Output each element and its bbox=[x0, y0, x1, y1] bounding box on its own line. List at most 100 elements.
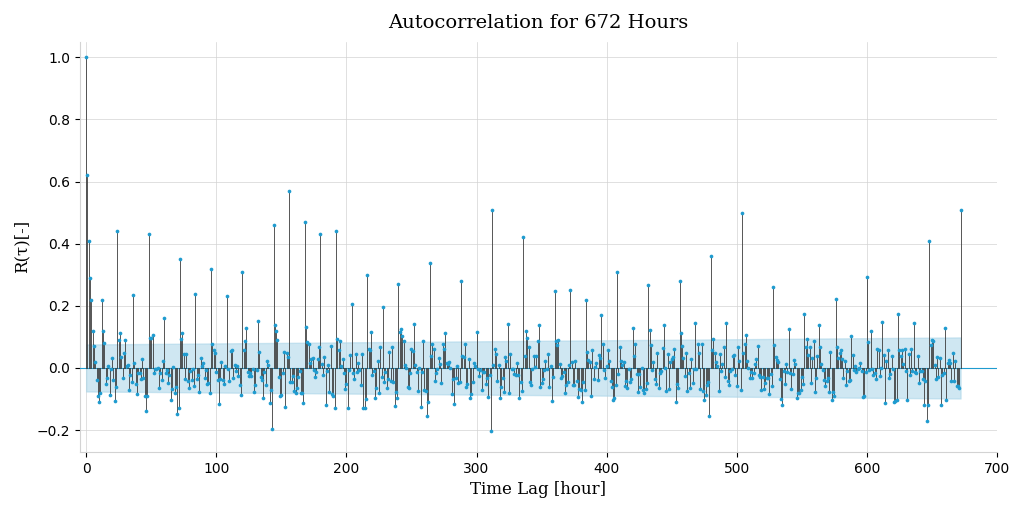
Point bbox=[188, 375, 205, 383]
Point bbox=[427, 377, 443, 385]
Point bbox=[136, 392, 153, 400]
Point bbox=[834, 355, 850, 363]
Point bbox=[655, 321, 672, 329]
Point bbox=[894, 346, 910, 354]
Point bbox=[768, 353, 784, 361]
Point bbox=[568, 377, 585, 386]
Point bbox=[382, 377, 398, 385]
Point bbox=[756, 385, 772, 393]
Point bbox=[648, 380, 665, 388]
Point bbox=[595, 340, 611, 348]
Point bbox=[548, 336, 564, 345]
Point bbox=[922, 237, 938, 245]
Point bbox=[898, 367, 914, 375]
Point bbox=[728, 382, 744, 390]
Point bbox=[179, 377, 196, 385]
Title: Autocorrelation for 672 Hours: Autocorrelation for 672 Hours bbox=[388, 14, 688, 32]
Point bbox=[402, 369, 419, 377]
Point bbox=[763, 370, 779, 378]
Point bbox=[178, 350, 195, 358]
Point bbox=[713, 367, 729, 375]
Point bbox=[174, 329, 190, 337]
Point bbox=[567, 357, 584, 365]
Point bbox=[907, 368, 924, 376]
Point bbox=[591, 351, 607, 359]
Point bbox=[811, 322, 827, 330]
Point bbox=[220, 365, 237, 373]
Point bbox=[367, 394, 383, 402]
Y-axis label: R(τ)[-]: R(τ)[-] bbox=[14, 220, 31, 273]
Point bbox=[433, 379, 450, 388]
Point bbox=[653, 367, 670, 375]
Point bbox=[279, 349, 295, 357]
Point bbox=[314, 371, 331, 379]
Point bbox=[572, 386, 589, 394]
Point bbox=[393, 325, 410, 333]
Point bbox=[122, 371, 138, 379]
Point bbox=[91, 398, 108, 406]
Point bbox=[346, 375, 362, 383]
Point bbox=[839, 367, 855, 375]
Point bbox=[496, 388, 512, 396]
Point bbox=[723, 366, 739, 374]
Point bbox=[93, 295, 110, 304]
Point bbox=[501, 389, 517, 397]
Point bbox=[418, 387, 434, 395]
Point bbox=[534, 379, 550, 388]
Point bbox=[442, 364, 459, 372]
Point bbox=[506, 370, 522, 378]
Point bbox=[915, 400, 932, 409]
Point bbox=[308, 368, 325, 376]
Point bbox=[322, 388, 338, 396]
Point bbox=[575, 377, 592, 386]
Point bbox=[150, 364, 166, 372]
Point bbox=[606, 394, 623, 402]
Point bbox=[871, 372, 888, 380]
Point bbox=[539, 365, 555, 373]
Point bbox=[645, 357, 662, 366]
Point bbox=[198, 366, 214, 374]
Point bbox=[201, 379, 217, 387]
Point bbox=[752, 373, 768, 381]
Point bbox=[115, 374, 131, 382]
Point bbox=[285, 371, 301, 379]
Point bbox=[399, 383, 416, 391]
Point bbox=[154, 376, 170, 385]
Point bbox=[124, 377, 140, 386]
Point bbox=[821, 388, 838, 396]
Point bbox=[612, 357, 629, 365]
Point bbox=[462, 394, 478, 402]
Point bbox=[528, 352, 545, 360]
Point bbox=[294, 389, 310, 397]
Point bbox=[499, 357, 515, 365]
Point bbox=[88, 376, 104, 385]
Point bbox=[889, 396, 905, 404]
Point bbox=[78, 53, 94, 61]
Point bbox=[96, 339, 113, 347]
Point bbox=[332, 336, 348, 345]
Point bbox=[342, 351, 358, 359]
Point bbox=[375, 303, 391, 311]
Point bbox=[601, 357, 617, 365]
Point bbox=[502, 350, 518, 358]
Point bbox=[110, 227, 126, 236]
Point bbox=[782, 369, 799, 377]
Point bbox=[711, 387, 727, 395]
Point bbox=[842, 375, 858, 383]
Point bbox=[646, 374, 663, 382]
Point bbox=[881, 374, 897, 382]
Point bbox=[189, 371, 206, 379]
Point bbox=[744, 374, 761, 382]
Point bbox=[812, 343, 828, 351]
Point bbox=[289, 385, 305, 393]
Point bbox=[482, 426, 499, 435]
Point bbox=[485, 361, 502, 369]
Point bbox=[290, 373, 306, 381]
Point bbox=[592, 354, 608, 362]
Point bbox=[256, 368, 272, 376]
Point bbox=[693, 340, 710, 348]
Point bbox=[947, 357, 964, 365]
Point bbox=[859, 273, 876, 282]
Point bbox=[666, 345, 682, 353]
Point bbox=[788, 394, 805, 402]
